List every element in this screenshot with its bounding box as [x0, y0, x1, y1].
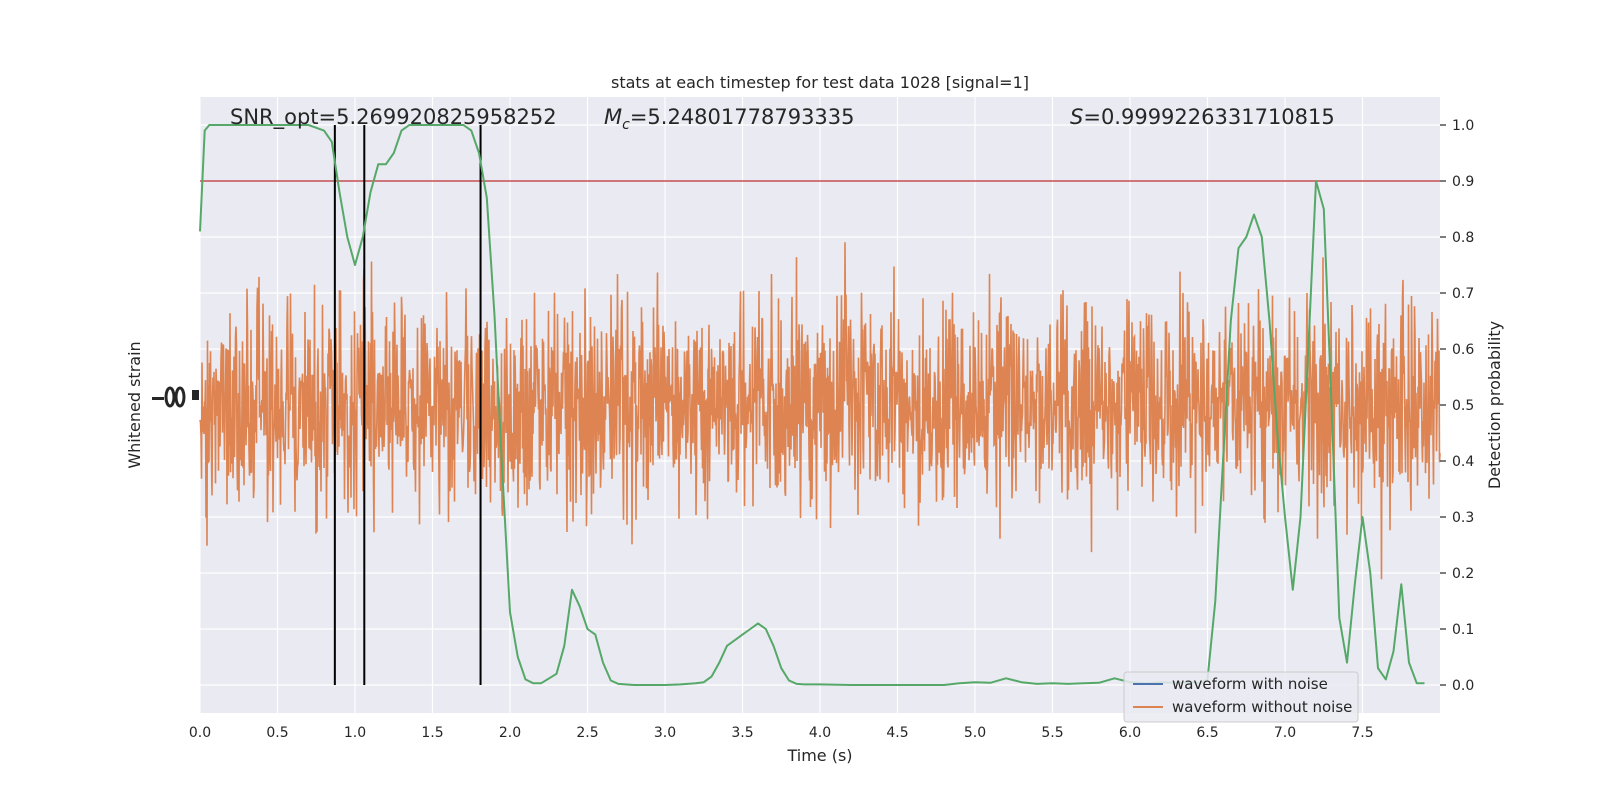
chirp-mass-symbol: M — [604, 105, 622, 129]
s-symbol: S — [1070, 105, 1083, 129]
y-tick-label: 0.7 — [1452, 286, 1474, 302]
x-tick-label: 5.5 — [1041, 725, 1063, 741]
x-tick-label: 2.0 — [499, 725, 521, 741]
y-tick-label: 0.2 — [1452, 566, 1474, 582]
legend-label-with-noise: waveform with noise — [1172, 675, 1328, 693]
waveform-without-noise-trace — [199, 242, 1441, 580]
x-tick-label: 6.0 — [1119, 725, 1141, 741]
y-tick-label: 0.9 — [1452, 174, 1474, 190]
x-tick-label: 3.5 — [731, 725, 753, 741]
legend-box — [1123, 671, 1359, 723]
x-tick-label: 4.5 — [886, 725, 908, 741]
y-tick-label: 0.3 — [1452, 510, 1474, 526]
vertical-markers — [333, 125, 482, 685]
x-tick-label: 2.5 — [576, 725, 598, 741]
x-tick-label: 3.0 — [654, 725, 676, 741]
x-tick-label: 0.0 — [189, 725, 211, 741]
detection-probability-line — [199, 124, 1425, 686]
y-right-axis-label: Detection probability — [1485, 321, 1504, 489]
x-axis-label: Time (s) — [786, 746, 852, 765]
x-tick-label: 4.0 — [809, 725, 831, 741]
x-tick-label: 0.5 — [266, 725, 288, 741]
chirp-mass-value: =5.24801778793335 — [630, 105, 855, 129]
x-tick-label: 7.0 — [1274, 725, 1296, 741]
s-value: =0.9999226331710815 — [1083, 105, 1334, 129]
y-left-axis-label: Whitened strain — [125, 341, 144, 468]
y-tick-label: 1.0 — [1452, 118, 1474, 134]
left-tick-clutter — [152, 386, 199, 408]
legend: waveform with noise waveform without noi… — [1123, 671, 1359, 723]
y-tick-label: 0.5 — [1452, 398, 1474, 414]
strain-path — [199, 242, 1441, 580]
x-tick-label: 5.0 — [964, 725, 986, 741]
y-tick-label: 0.6 — [1452, 342, 1474, 358]
legend-label-without-noise: waveform without noise — [1172, 698, 1352, 716]
x-tick-labels: 0.0 0.5 1.0 1.5 2.0 2.5 3.0 3.5 4.0 4.5 5.0 5.5 6.0 6… — [189, 725, 1374, 741]
y-tick-label: 0.4 — [1452, 454, 1474, 470]
chart-title: stats at each timestep for test data 102… — [611, 73, 1029, 92]
x-tick-label: 1.5 — [421, 725, 443, 741]
y-tick-label: 0.1 — [1452, 622, 1474, 638]
x-tick-label: 6.5 — [1196, 725, 1218, 741]
chirp-mass-annotation: Mc=5.24801778793335 — [604, 105, 855, 133]
snr-annotation: SNR_opt=5.269920825958252 — [230, 105, 557, 130]
y-tick-label: 0.8 — [1452, 230, 1474, 246]
x-tick-label: 1.0 — [344, 725, 366, 741]
chirp-mass-subscript: c — [622, 117, 630, 133]
y-tick-label: 0.0 — [1452, 678, 1474, 694]
s-annotation: S=0.9999226331710815 — [1070, 105, 1335, 129]
x-tick-label: 7.5 — [1351, 725, 1373, 741]
y-right-tick-labels: 0.0 0.1 0.2 0.3 0.4 0.5 0.6 0.7 0.8 0.9 1.0 — [1440, 118, 1474, 694]
